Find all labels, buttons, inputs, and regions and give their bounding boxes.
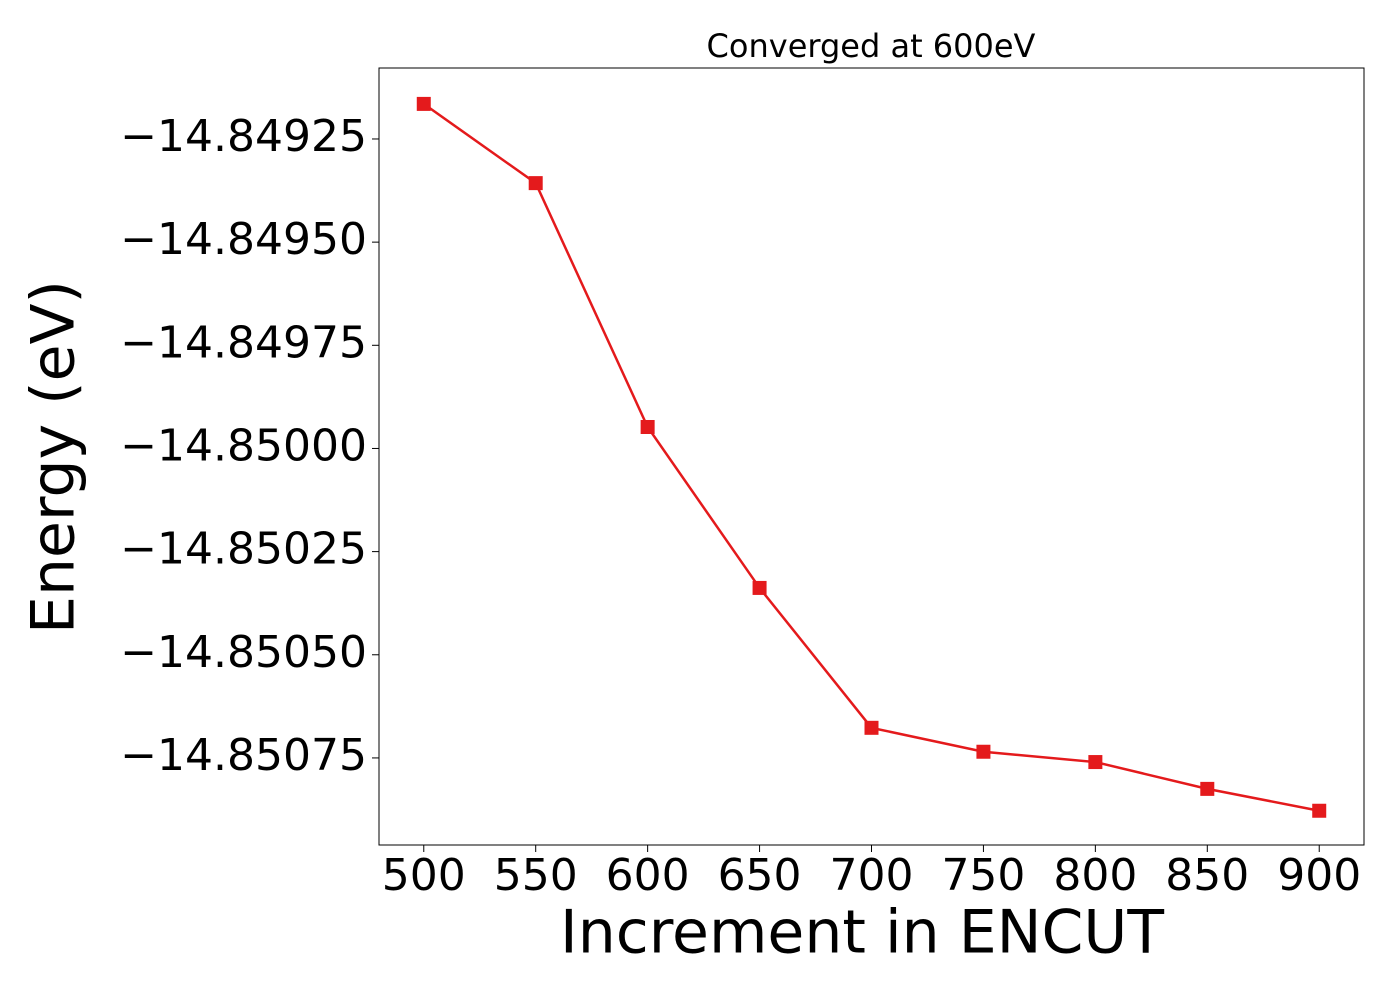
y-tick-label: −14.85025 xyxy=(120,524,367,575)
y-tick-label: −14.84975 xyxy=(120,317,367,368)
marker xyxy=(416,96,431,111)
y-tick-label: −14.85000 xyxy=(120,420,367,471)
y-tick-label: −14.84925 xyxy=(120,111,367,162)
marker xyxy=(864,720,879,735)
series-line xyxy=(423,102,1320,812)
y-tick-label: −14.85075 xyxy=(120,730,367,781)
x-tick-label: 750 xyxy=(941,850,1025,901)
x-tick-label: 800 xyxy=(1053,850,1137,901)
x-tick-label: 550 xyxy=(494,850,578,901)
marker xyxy=(976,744,991,759)
marker xyxy=(640,419,655,434)
marker xyxy=(1312,803,1327,818)
marker xyxy=(528,176,543,191)
marker xyxy=(752,580,767,595)
x-axis-label: Increment in ENCUT xyxy=(560,898,1164,968)
x-tick-label: 600 xyxy=(606,850,690,901)
y-tick-label: −14.85050 xyxy=(120,627,367,678)
y-tick-label: −14.84950 xyxy=(120,214,367,265)
marker xyxy=(1088,755,1103,770)
y-axis-label: Energy (eV) xyxy=(19,280,89,634)
x-tick-label: 850 xyxy=(1165,850,1249,901)
marker xyxy=(1200,781,1215,796)
x-tick-label: 500 xyxy=(382,850,466,901)
chart-title: Converged at 600eV xyxy=(707,27,1036,65)
x-tick-label: 700 xyxy=(830,850,914,901)
x-tick-label: 650 xyxy=(718,850,802,901)
x-tick-label: 900 xyxy=(1277,850,1361,901)
